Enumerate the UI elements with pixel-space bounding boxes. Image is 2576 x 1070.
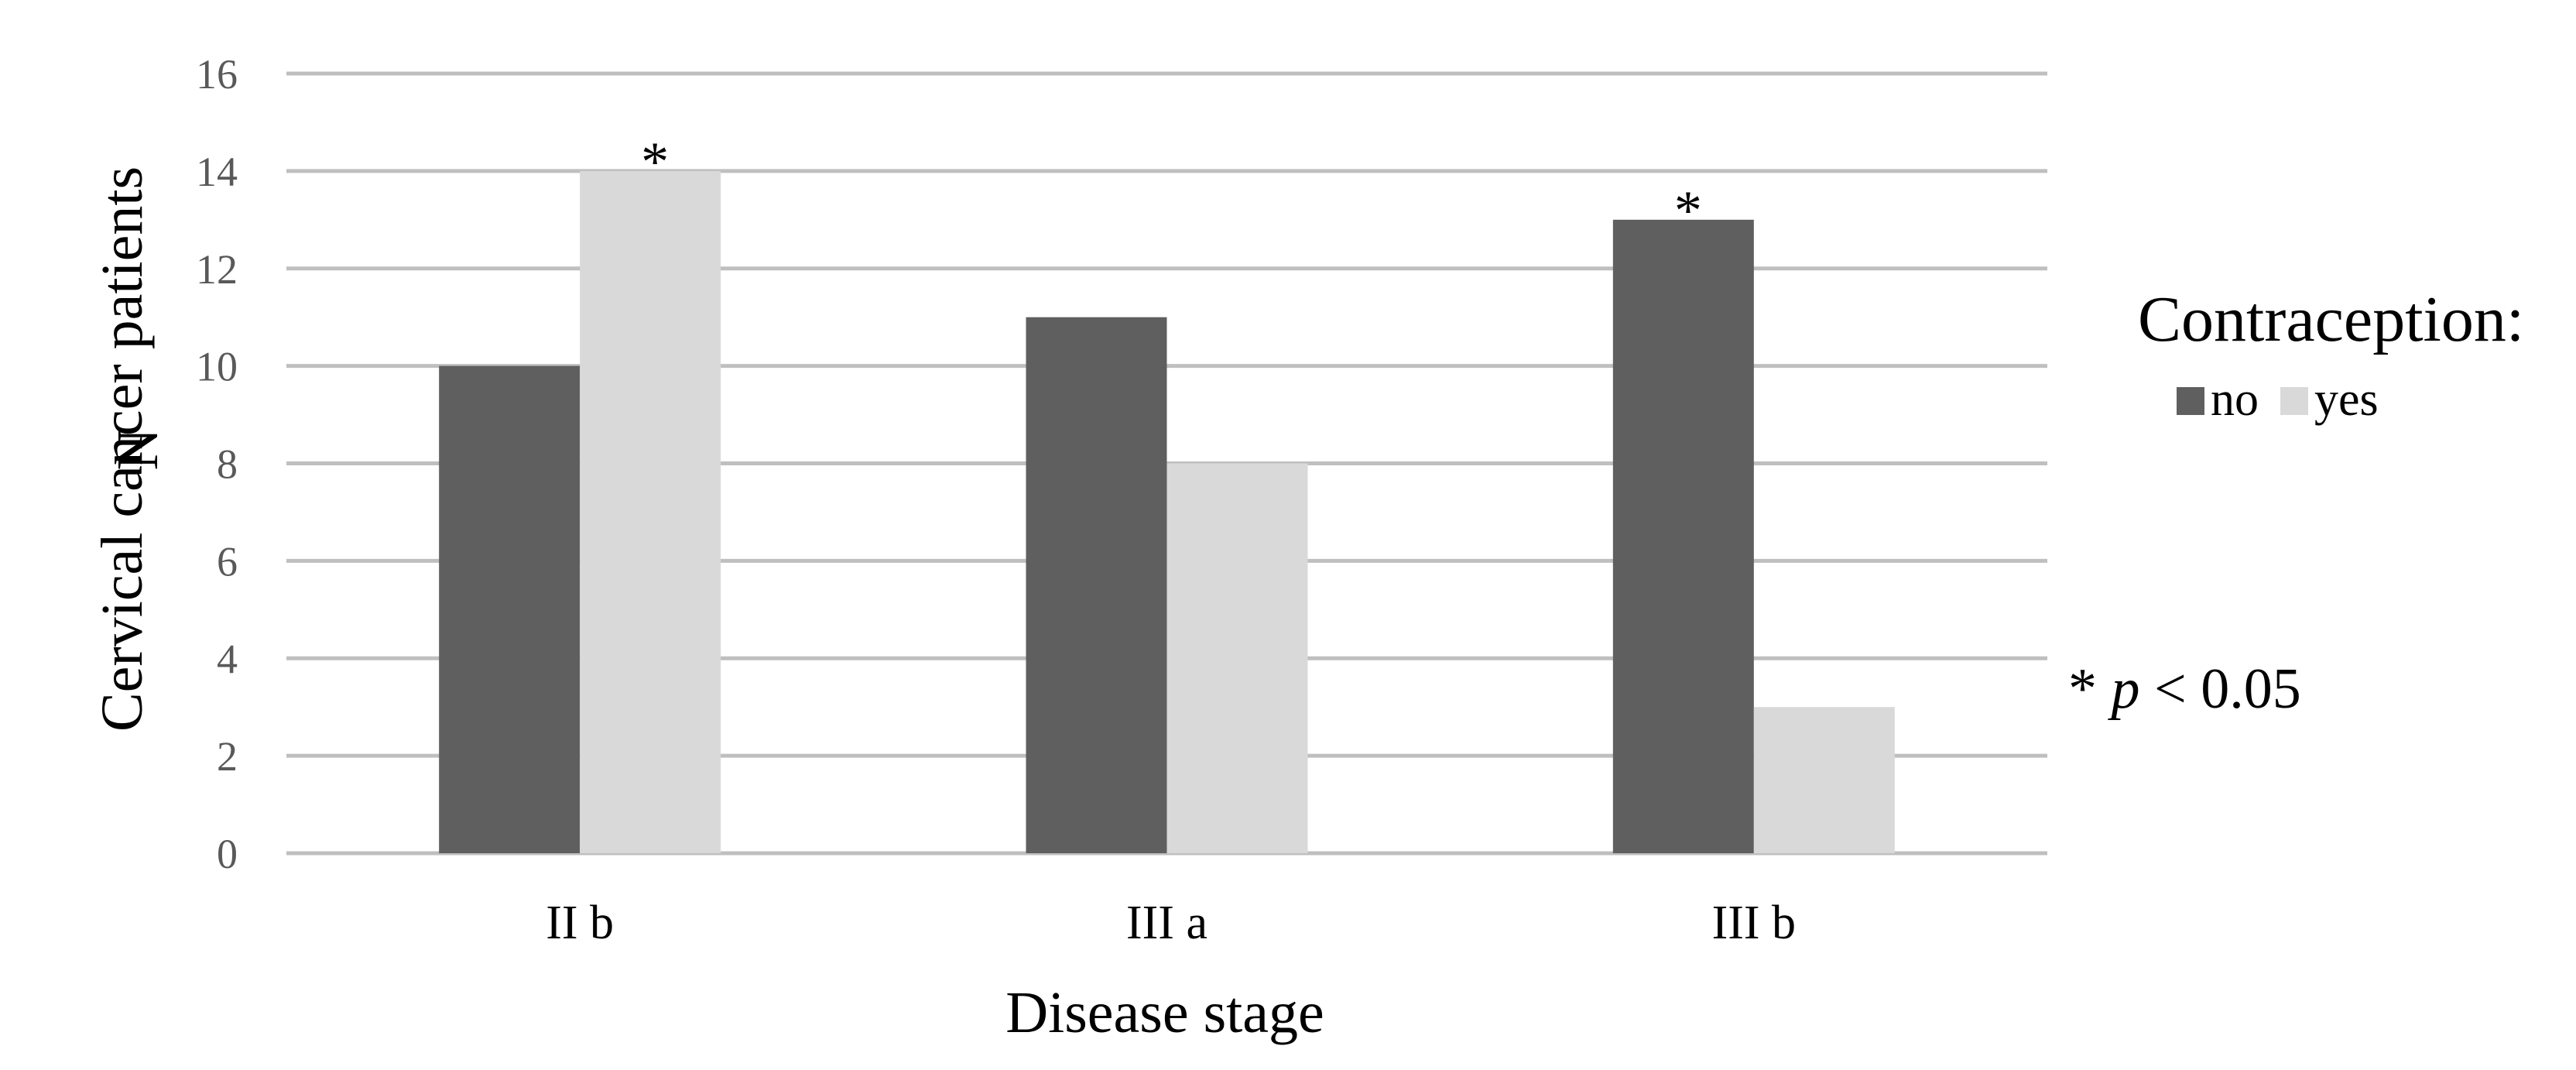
bars (439, 170, 1895, 853)
bar-no-iiia (1026, 317, 1167, 853)
y-tick-label: 4 (217, 636, 238, 682)
note-prefix: * (2068, 657, 2112, 721)
significance-marks: ** (641, 131, 1702, 242)
legend-swatch-yes (2280, 387, 2308, 415)
legend-label-yes: yes (2314, 373, 2379, 426)
legend: Contraception: no yes (2138, 283, 2524, 426)
bar-no-iib (439, 365, 581, 853)
y-axis-tick-labels: 0 2 4 6 8 10 12 14 16 (196, 51, 238, 877)
bar-yes-iiib (1753, 707, 1895, 853)
y-tick-label: 8 (217, 441, 238, 488)
legend-title: Contraception: (2138, 283, 2524, 355)
y-axis-title-line1: Cervical cancer patients (90, 166, 155, 732)
legend-items: no yes (2177, 373, 2379, 426)
significance-asterisk: * (1674, 180, 1702, 242)
y-tick-label: 0 (217, 831, 238, 877)
bar-no-iiib (1612, 219, 1754, 853)
y-tick-label: 10 (196, 344, 238, 390)
note-p-symbol: p (2108, 657, 2140, 721)
note-suffix: < 0.05 (2140, 657, 2301, 721)
y-tick-label: 2 (217, 733, 238, 780)
y-axis-title-line2: N (105, 428, 170, 471)
x-tick-label: III b (1712, 897, 1796, 949)
x-tick-label: III a (1126, 897, 1208, 949)
y-tick-label: 6 (217, 538, 238, 585)
significance-note: * p < 0.05 (2068, 657, 2301, 721)
x-axis-title: Disease stage (1005, 980, 1324, 1045)
y-tick-label: 16 (196, 51, 238, 98)
y-tick-label: 12 (196, 246, 238, 293)
legend-label-no: no (2211, 373, 2259, 426)
x-tick-label: II b (546, 897, 614, 949)
x-axis-category-labels: II b III a III b (546, 897, 1796, 949)
bar-yes-iiia (1166, 463, 1308, 853)
legend-swatch-no (2177, 387, 2204, 415)
y-axis-title: Cervical cancer patients N (90, 166, 170, 732)
y-tick-label: 14 (196, 149, 238, 195)
bar-yes-iib (580, 170, 721, 853)
significance-asterisk: * (641, 131, 669, 193)
